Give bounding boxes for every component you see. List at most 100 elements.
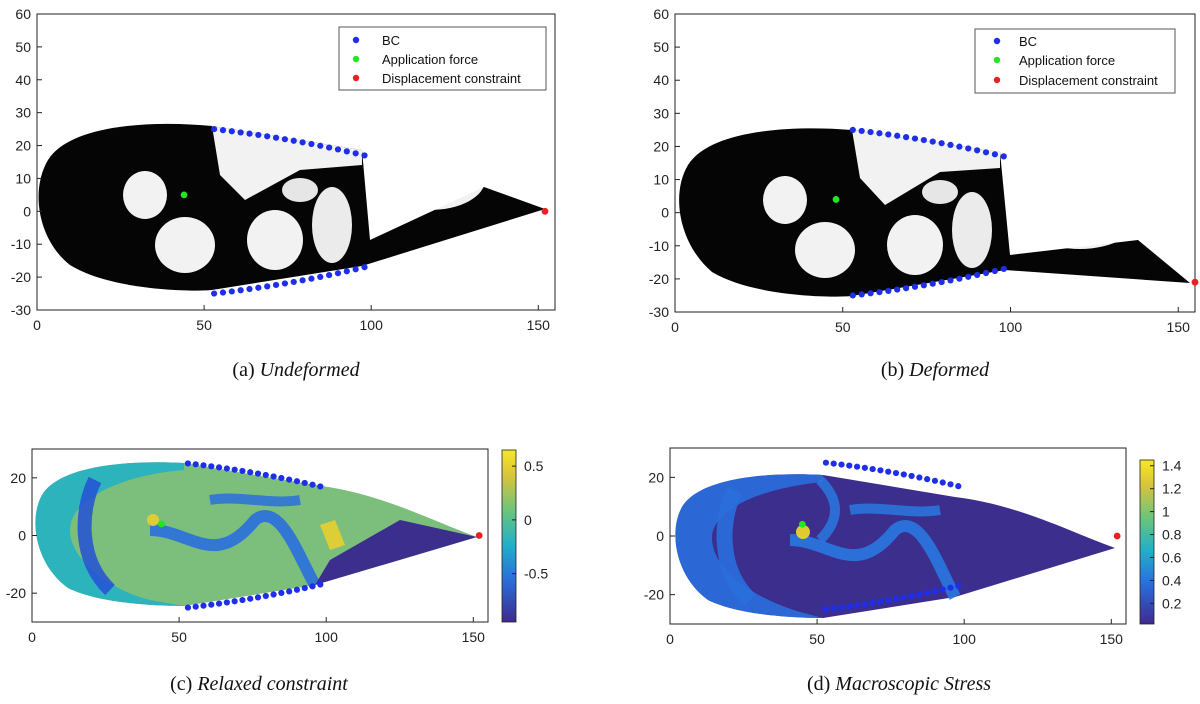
legend-force-label: Application force <box>1019 53 1115 68</box>
bc-point <box>858 127 865 135</box>
legend-force-marker <box>352 55 360 63</box>
bc-point <box>867 290 874 297</box>
bc-point <box>262 592 269 600</box>
colorbar-tick-label: 0.6 <box>1162 549 1182 565</box>
bc-point <box>920 136 927 144</box>
bc-point <box>264 283 271 290</box>
bc-point <box>299 139 306 146</box>
y-tick-label: -20 <box>644 587 664 603</box>
caption-d: (d) Macroscopic Stress <box>807 673 991 695</box>
bc-point <box>278 474 285 482</box>
bc-point <box>309 481 316 488</box>
bc-point <box>278 589 285 597</box>
bc-point <box>830 605 837 612</box>
colorbar <box>1139 459 1155 625</box>
bc-point <box>876 289 883 296</box>
bc-point <box>272 134 280 141</box>
bc-point <box>215 464 223 471</box>
bc-point <box>947 141 954 149</box>
bc-point <box>270 591 277 598</box>
bc-point <box>308 140 315 148</box>
bc-point <box>849 292 856 299</box>
bc-point <box>192 461 199 468</box>
bc-point <box>1000 265 1007 273</box>
y-tick-label: 0 <box>23 203 31 219</box>
bc-point <box>361 264 368 271</box>
bc-point <box>200 462 207 469</box>
bc-point <box>965 145 972 152</box>
y-tick-label: 10 <box>15 170 31 186</box>
bc-point <box>246 130 253 137</box>
panel-d-macroscopic-stress: 0 50 100 150 -20 0 20 1.4 1.2 1 0.8 0.6 0.4 0.2 (d) … <box>644 447 1182 695</box>
x-tick-label: 50 <box>809 631 825 647</box>
legend-constraint-marker <box>352 74 360 82</box>
bc-point <box>293 478 301 485</box>
x-tick-label: 50 <box>171 629 187 645</box>
bc-point <box>215 600 223 607</box>
y-tick-label: -10 <box>11 236 31 252</box>
legend-constraint-label: Displacement constraint <box>1019 73 1158 88</box>
x-tick-label: 150 <box>1100 631 1124 647</box>
bc-point <box>877 467 884 474</box>
y-tick-label: 30 <box>653 105 669 121</box>
colorbar-tick-label: 0.2 <box>1162 595 1182 611</box>
x-tick-label: 0 <box>28 629 36 645</box>
constraint-point <box>1191 278 1199 286</box>
x-tick-label: 0 <box>671 319 679 335</box>
bc-point <box>991 267 998 275</box>
bc-point <box>955 582 962 589</box>
bc-point <box>838 604 845 611</box>
bc-point <box>939 479 946 486</box>
bc-point <box>208 463 215 470</box>
bc-point <box>885 131 892 138</box>
bc-point <box>929 280 936 287</box>
bc-point <box>885 597 892 604</box>
bc-point <box>916 591 923 598</box>
bc-point <box>822 459 830 466</box>
legend-constraint-marker <box>993 76 1001 84</box>
bc-point <box>290 137 297 144</box>
bc-point <box>200 602 207 609</box>
bc-point <box>254 594 262 601</box>
bc-point <box>830 460 837 467</box>
x-tick-label: 0 <box>33 317 41 333</box>
bc-point <box>255 131 262 139</box>
x-tick-label: 150 <box>527 317 551 333</box>
colorbar-tick-label: 0.4 <box>1162 572 1182 588</box>
bc-point <box>885 287 892 294</box>
legend-force-marker <box>993 56 1001 64</box>
bc-point <box>974 147 981 154</box>
bc-point <box>947 277 954 284</box>
bc-point <box>211 290 218 297</box>
bc-point <box>270 473 277 480</box>
bc-point <box>902 134 910 141</box>
bc-point <box>894 286 901 293</box>
heatmap-shape <box>35 462 477 606</box>
bc-point <box>892 595 900 603</box>
bc-point <box>947 481 954 488</box>
panel-a-undeformed: 0 50 100 150 -30 -20 -10 0 10 20 30 40 50 60 BC Appli… <box>11 6 556 381</box>
bc-point <box>849 126 856 133</box>
bc-point <box>293 586 301 593</box>
bc-point <box>867 128 874 136</box>
bc-point <box>876 130 883 137</box>
bc-point <box>894 132 901 139</box>
y-tick-label: 10 <box>653 172 669 188</box>
bc-point <box>853 602 861 609</box>
bc-point <box>900 471 907 478</box>
bc-point <box>938 279 945 286</box>
x-tick-label: 100 <box>999 319 1023 335</box>
bc-point <box>326 271 333 279</box>
bc-point <box>184 460 192 467</box>
legend-force-label: Application force <box>382 52 478 67</box>
bc-point <box>846 462 853 469</box>
bc-point <box>900 594 907 601</box>
bc-point <box>343 268 350 275</box>
legend-bc-marker <box>993 37 1001 45</box>
y-tick-label: 20 <box>15 138 31 154</box>
bc-point <box>929 138 936 145</box>
bc-point <box>938 140 945 147</box>
bc-point <box>939 586 946 593</box>
bc-point <box>262 471 269 479</box>
